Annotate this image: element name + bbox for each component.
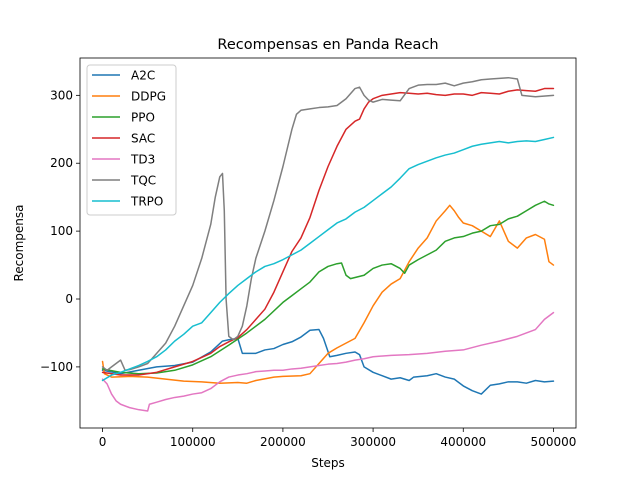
x-tick-label: 400000 xyxy=(440,435,486,449)
y-axis: −100 0 100 200 300 xyxy=(40,88,80,374)
series-line-tqc xyxy=(101,76,555,372)
y-tick-label: −100 xyxy=(40,360,73,374)
legend-label-sac: SAC xyxy=(131,132,155,146)
plot-frame xyxy=(79,57,577,429)
legend-label-td3: TD3 xyxy=(130,153,155,167)
y-axis-label: Recompensa xyxy=(12,204,26,281)
plot-area xyxy=(79,57,577,429)
x-tick-label: 500000 xyxy=(531,435,577,449)
y-tick-label: 100 xyxy=(50,224,73,238)
series-line-sac xyxy=(101,87,555,376)
y-tick-label: 200 xyxy=(50,156,73,170)
y-tick-label: 0 xyxy=(65,292,73,306)
y-tick-label: 300 xyxy=(50,88,73,102)
legend-box xyxy=(86,64,177,216)
series-line-a2c xyxy=(101,328,555,395)
series-line-trpo xyxy=(101,136,555,382)
x-tick-label: 100000 xyxy=(170,435,216,449)
legend: A2C DDPG PPO SAC TD3 TQC TRPO xyxy=(86,64,177,216)
chart-title: Recompensas en Panda Reach xyxy=(217,37,438,53)
legend-label-ppo: PPO xyxy=(131,111,155,125)
series-line-td3 xyxy=(101,311,555,412)
legend-label-ddpg: DDPG xyxy=(131,90,166,104)
x-tick-label: 200000 xyxy=(260,435,306,449)
series-line-ppo xyxy=(101,200,555,375)
legend-label-a2c: A2C xyxy=(131,69,155,83)
x-tick-label: 0 xyxy=(99,435,107,449)
legend-label-tqc: TQC xyxy=(130,174,156,188)
legend-label-trpo: TRPO xyxy=(130,195,163,209)
series-line-ddpg xyxy=(101,204,555,384)
series-layer xyxy=(101,76,555,412)
x-axis: 0 100000 200000 300000 400000 500000 xyxy=(99,428,577,449)
x-axis-label: Steps xyxy=(311,456,345,470)
x-tick-label: 300000 xyxy=(350,435,396,449)
